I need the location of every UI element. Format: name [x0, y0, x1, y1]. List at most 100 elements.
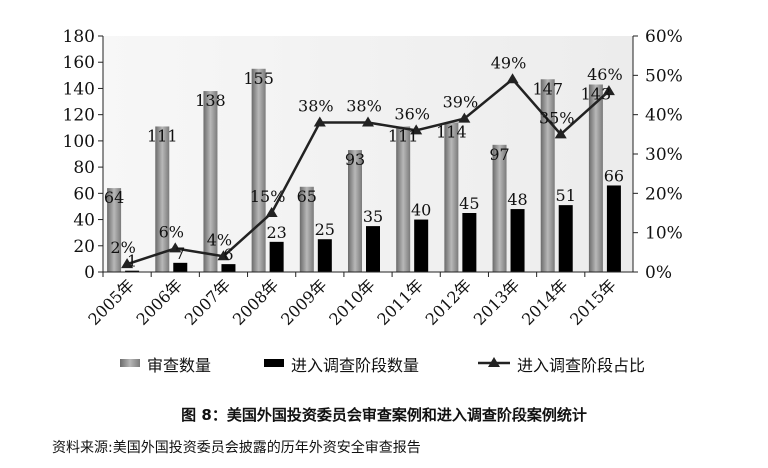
data-label-review: 65 — [297, 187, 317, 206]
legend-label-percentage: 进入调查阶段占比 — [517, 356, 645, 375]
left-tick-label: 180 — [63, 27, 95, 47]
data-label-investigation: 48 — [507, 190, 527, 209]
bar-review-2007年 — [203, 91, 218, 272]
bar-review-2009年 — [299, 186, 314, 272]
data-label-percentage: 39% — [443, 93, 479, 112]
data-label-investigation: 6 — [223, 245, 233, 264]
data-label-review: 155 — [243, 69, 274, 88]
data-label-review: 147 — [532, 79, 563, 98]
right-tick-label: 0% — [645, 263, 672, 283]
data-label-percentage: 15% — [250, 187, 286, 206]
line-point — [362, 116, 374, 127]
chart: 0204060801001201401601800%10%20%30%40%50… — [63, 27, 683, 375]
legend-swatch-review — [120, 359, 140, 367]
bar-investigation-2014年 — [558, 205, 573, 272]
bar-review-2015年 — [588, 84, 603, 272]
bar-review-2012年 — [444, 122, 459, 273]
bar-review-2008年 — [251, 68, 266, 273]
x-tick-label: 2006年 — [133, 275, 187, 329]
legend-label-investigation: 进入调查阶段数量 — [291, 356, 419, 375]
x-tick-label: 2015年 — [566, 275, 620, 329]
left-tick-label: 20 — [73, 237, 95, 257]
bar-investigation-2011年 — [414, 219, 429, 272]
data-label-investigation: 7 — [175, 244, 185, 263]
bar-investigation-2008年 — [269, 241, 284, 272]
line-point — [458, 112, 471, 123]
legend-label-review: 审查数量 — [147, 356, 211, 375]
data-label-investigation: 23 — [266, 223, 286, 242]
data-label-investigation: 25 — [315, 220, 335, 239]
data-label-review: 97 — [489, 145, 509, 164]
legend-swatch-investigation — [264, 359, 284, 367]
data-label-percentage: 46% — [587, 65, 623, 84]
bar-review-2006年 — [155, 126, 170, 272]
data-label-review: 111 — [388, 126, 419, 145]
data-label-investigation: 66 — [604, 166, 624, 185]
right-tick-label: 30% — [645, 145, 683, 165]
x-tick-label: 2005年 — [84, 275, 138, 329]
data-label-review: 111 — [147, 126, 178, 145]
data-label-percentage: 38% — [298, 97, 334, 116]
bar-investigation-2010年 — [366, 226, 380, 272]
line-point — [313, 116, 326, 127]
left-tick-label: 160 — [63, 53, 95, 73]
source-note: 资料来源:美国外国投资委员会披露的历年外资安全审查报告 — [52, 440, 421, 456]
data-label-review: 114 — [436, 123, 467, 142]
left-tick-label: 40 — [73, 211, 95, 231]
legend-marker-percentage — [488, 357, 500, 367]
data-label-percentage: 4% — [207, 230, 232, 249]
data-label-review: 143 — [581, 85, 612, 104]
right-tick-label: 20% — [645, 184, 683, 204]
bar-review-2011年 — [396, 126, 411, 272]
bar-review-2005年 — [107, 188, 122, 272]
left-tick-label: 60 — [73, 184, 95, 204]
data-label-investigation: 45 — [459, 194, 479, 213]
data-label-investigation: 51 — [556, 186, 576, 205]
bar-investigation-2013年 — [510, 209, 525, 272]
bar-investigation-2009年 — [317, 239, 332, 272]
left-tick-label: 0 — [84, 263, 95, 283]
line-point — [217, 250, 230, 261]
bar-investigation-2007年 — [221, 264, 236, 272]
left-tick-label: 140 — [63, 79, 95, 99]
left-tick-label: 120 — [63, 106, 95, 126]
x-tick-label: 2007年 — [181, 275, 235, 329]
x-tick-label: 2010年 — [325, 275, 379, 329]
bar-investigation-2006年 — [173, 262, 188, 272]
data-label-percentage: 35% — [539, 108, 575, 127]
data-label-percentage: 36% — [394, 104, 430, 123]
bar-investigation-2015年 — [606, 185, 621, 272]
right-tick-label: 10% — [645, 224, 683, 244]
bar-review-2014年 — [540, 79, 555, 273]
line-point — [602, 85, 615, 96]
line-point — [169, 242, 182, 253]
line-point — [265, 207, 278, 217]
x-tick-label: 2013年 — [470, 275, 524, 329]
bar-review-2013年 — [492, 144, 507, 272]
bar-review-2010年 — [348, 150, 362, 272]
bar-investigation-2012年 — [462, 213, 477, 272]
x-tick-label: 2009年 — [277, 275, 331, 329]
data-label-review: 64 — [104, 188, 124, 207]
data-label-investigation: 35 — [363, 207, 383, 226]
line-point — [121, 258, 134, 269]
x-tick-label: 2014年 — [518, 275, 572, 329]
left-tick-label: 100 — [63, 132, 95, 152]
data-label-investigation: 1 — [127, 252, 137, 271]
right-tick-label: 50% — [645, 66, 683, 86]
right-tick-label: 40% — [645, 106, 683, 126]
figure-caption: 图 8：美国外国投资委员会审查案例和进入调查阶段案例统计 — [181, 406, 587, 424]
x-tick-label: 2008年 — [229, 275, 283, 329]
data-label-review: 93 — [345, 150, 365, 169]
data-label-percentage: 6% — [159, 222, 184, 241]
x-tick-label: 2012年 — [422, 275, 476, 329]
data-label-percentage: 2% — [110, 238, 135, 257]
data-label-percentage: 38% — [346, 97, 382, 116]
data-label-investigation: 40 — [411, 201, 431, 220]
line-point — [506, 73, 519, 84]
line-point — [554, 128, 567, 139]
data-label-percentage: 49% — [491, 53, 527, 72]
left-tick-label: 80 — [73, 158, 95, 178]
line-point — [410, 124, 423, 135]
